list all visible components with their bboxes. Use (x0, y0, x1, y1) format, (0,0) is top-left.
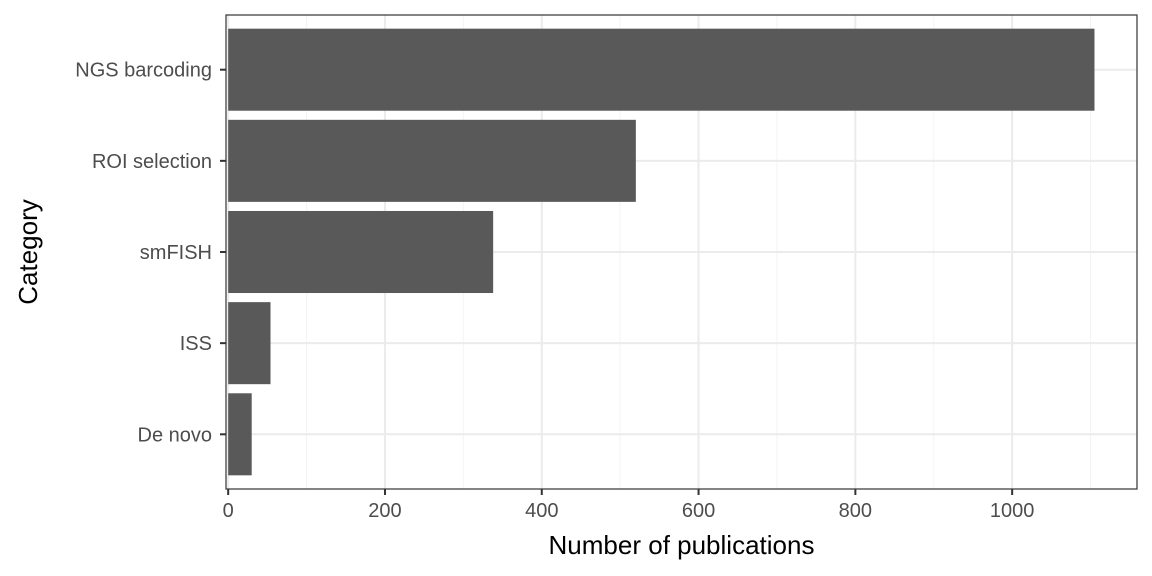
y-tick-label: ISS (180, 333, 212, 355)
y-tick-label: NGS barcoding (75, 60, 212, 82)
y-tick-label: ROI selection (92, 151, 212, 173)
x-axis: 0 200 400 600 800 1000 (223, 489, 1035, 522)
y-tick-label: smFISH (140, 242, 212, 264)
bar-ngs-barcoding (228, 28, 1095, 111)
x-tick-label: 1000 (990, 500, 1035, 522)
bar-de-novo (228, 393, 252, 476)
bar-smfish (228, 210, 494, 294)
y-axis: NGS barcoding ROI selection smFISH ISS De no… (75, 60, 226, 446)
y-axis-title: Category (13, 199, 43, 305)
bar-roi-selection (228, 119, 636, 202)
bars (228, 28, 1095, 476)
y-tick-label: De novo (138, 424, 213, 446)
x-tick-label: 400 (525, 500, 558, 522)
x-tick-label: 600 (682, 500, 715, 522)
bar-iss (228, 302, 271, 385)
x-tick-label: 0 (223, 500, 234, 522)
x-tick-label: 800 (839, 500, 872, 522)
x-tick-label: 200 (368, 500, 401, 522)
x-axis-title: Number of publications (549, 530, 815, 560)
